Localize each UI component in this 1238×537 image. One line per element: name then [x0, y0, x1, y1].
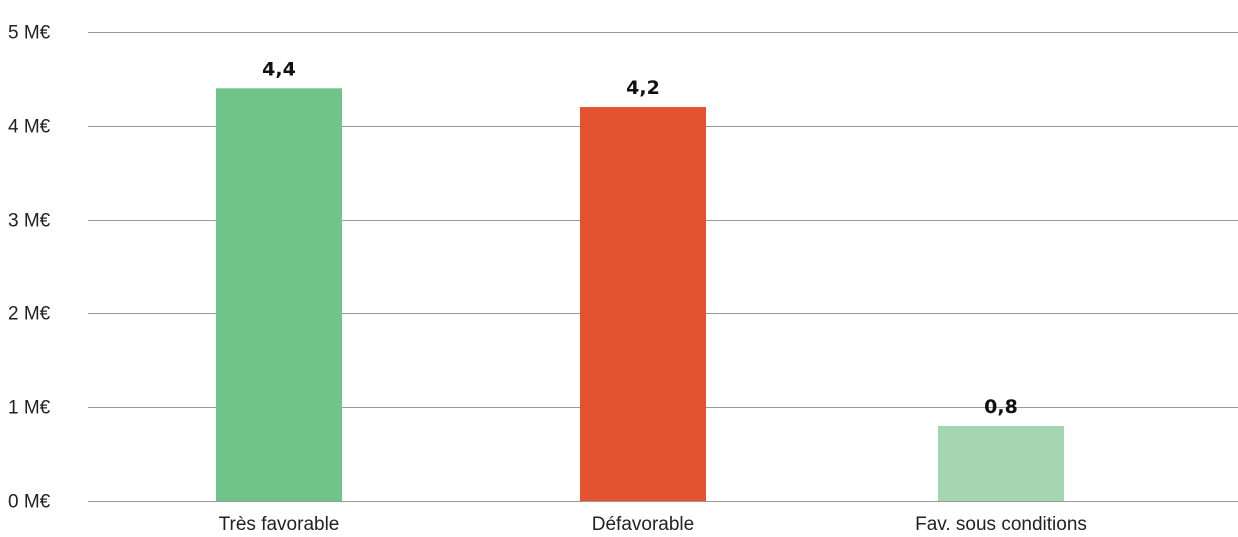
data-labels: 4,4 4,2 0,8 — [262, 58, 1018, 418]
x-category-label: Très favorable — [219, 514, 340, 535]
bar — [580, 107, 706, 501]
bars — [216, 88, 1064, 501]
y-tick-label: 2 M€ — [8, 304, 51, 325]
data-label: 4,4 — [262, 58, 296, 80]
x-axis-category-labels: Très favorable Défavorable Fav. sous condi… — [219, 514, 1087, 535]
data-label: 4,2 — [626, 77, 660, 99]
data-label: 0,8 — [984, 396, 1018, 418]
y-axis-tick-labels: 0 M€ 1 M€ 2 M€ 3 M€ 4 M€ 5 M€ — [8, 23, 51, 513]
y-tick-label: 4 M€ — [8, 117, 51, 138]
x-category-label: Fav. sous conditions — [915, 514, 1087, 535]
bar — [216, 88, 342, 501]
y-tick-label: 0 M€ — [8, 492, 51, 513]
y-tick-label: 1 M€ — [8, 398, 51, 419]
bar — [938, 425, 1064, 501]
y-tick-label: 3 M€ — [8, 211, 51, 232]
y-tick-label: 5 M€ — [8, 23, 51, 44]
x-category-label: Défavorable — [592, 514, 694, 535]
